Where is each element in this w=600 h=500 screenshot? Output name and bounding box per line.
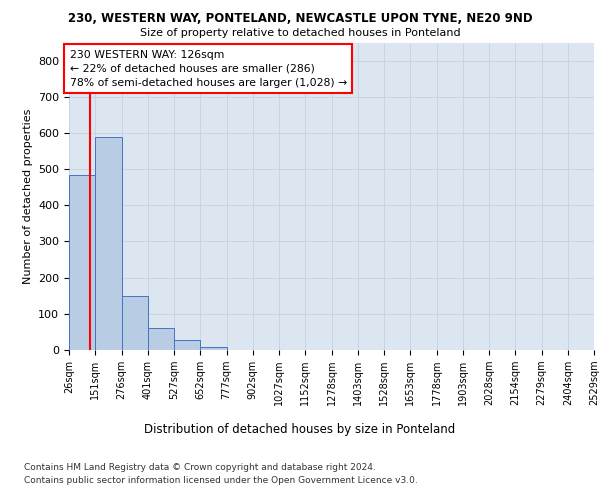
Text: 230, WESTERN WAY, PONTELAND, NEWCASTLE UPON TYNE, NE20 9ND: 230, WESTERN WAY, PONTELAND, NEWCASTLE U… xyxy=(68,12,532,26)
Bar xyxy=(95,136,121,350)
Bar xyxy=(121,296,148,350)
Text: 230 WESTERN WAY: 126sqm
← 22% of detached houses are smaller (286)
78% of semi-d: 230 WESTERN WAY: 126sqm ← 22% of detache… xyxy=(70,50,347,88)
Text: Size of property relative to detached houses in Ponteland: Size of property relative to detached ho… xyxy=(140,28,460,38)
Bar xyxy=(69,174,95,350)
Text: Contains HM Land Registry data © Crown copyright and database right 2024.: Contains HM Land Registry data © Crown c… xyxy=(24,462,376,471)
Bar xyxy=(200,347,227,350)
Text: Contains public sector information licensed under the Open Government Licence v3: Contains public sector information licen… xyxy=(24,476,418,485)
Text: Distribution of detached houses by size in Ponteland: Distribution of detached houses by size … xyxy=(145,422,455,436)
Y-axis label: Number of detached properties: Number of detached properties xyxy=(23,108,32,284)
Bar xyxy=(148,328,174,350)
Bar xyxy=(174,340,200,350)
